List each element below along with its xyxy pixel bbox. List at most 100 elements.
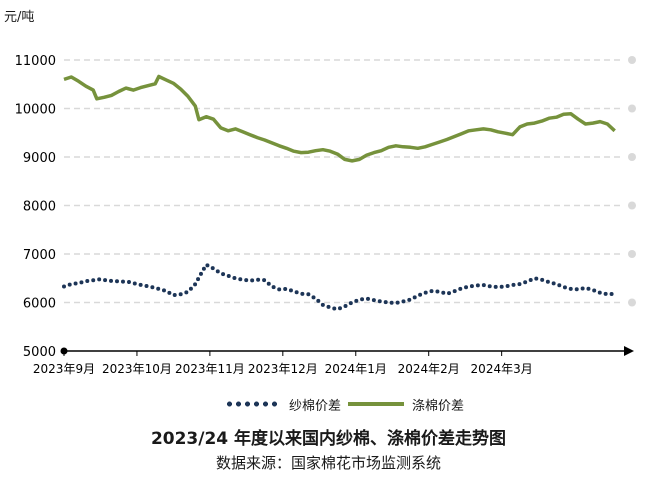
data-point-yarn-cotton — [592, 289, 594, 291]
data-point-polyester-cotton — [388, 146, 390, 148]
data-point-yarn-cotton — [417, 295, 419, 297]
data-point-yarn-cotton — [114, 280, 116, 282]
data-point-polyester-cotton — [482, 128, 484, 130]
data-point-yarn-cotton — [373, 299, 375, 301]
data-point-yarn-cotton — [344, 305, 346, 307]
data-point-yarn-cotton — [329, 306, 331, 308]
data-point-polyester-cotton — [194, 105, 196, 107]
data-point-polyester-cotton — [585, 123, 587, 125]
data-point-yarn-cotton — [307, 293, 309, 295]
data-point-yarn-cotton — [424, 292, 426, 294]
data-point-yarn-cotton — [563, 286, 565, 288]
data-point-polyester-cotton — [395, 145, 397, 147]
data-point-polyester-cotton — [165, 79, 167, 81]
chart-source: 数据来源：国家棉花市场监测系统 — [215, 454, 441, 472]
data-point-yarn-cotton — [220, 272, 222, 274]
data-point-polyester-cotton — [187, 95, 189, 97]
data-point-yarn-cotton — [548, 281, 550, 283]
data-point-yarn-cotton — [439, 291, 441, 293]
data-point-polyester-cotton — [614, 130, 616, 132]
data-point-polyester-cotton — [315, 150, 317, 152]
data-point-polyester-cotton — [132, 89, 134, 91]
data-point-yarn-cotton — [555, 283, 557, 285]
series-line-polyester-cotton — [63, 74, 616, 163]
data-point-polyester-cotton — [172, 82, 174, 84]
data-point-polyester-cotton — [147, 85, 149, 87]
legend-swatch-dotted-icon — [225, 399, 281, 409]
data-point-polyester-cotton — [380, 150, 382, 152]
legend-label-polyester-cotton: 涤棉价差 — [412, 398, 465, 414]
x-tick-label: 2024年1月 — [325, 362, 387, 376]
data-point-yarn-cotton — [121, 281, 123, 283]
data-point-polyester-cotton — [417, 147, 419, 149]
data-point-polyester-cotton — [570, 113, 572, 115]
data-point-yarn-cotton — [606, 293, 608, 295]
data-point-polyester-cotton — [555, 116, 557, 118]
data-point-polyester-cotton — [227, 130, 229, 132]
data-point-polyester-cotton — [264, 139, 266, 141]
data-point-polyester-cotton — [154, 83, 156, 85]
data-point-yarn-cotton — [129, 281, 131, 283]
x-tick-label: 2023年12月 — [248, 362, 318, 376]
data-point-yarn-cotton — [242, 279, 244, 281]
data-point-polyester-cotton — [213, 118, 215, 120]
data-point-polyester-cotton — [198, 119, 200, 121]
data-point-polyester-cotton — [424, 146, 426, 148]
data-point-yarn-cotton — [172, 294, 174, 296]
data-point-yarn-cotton — [205, 264, 207, 266]
legend-item-polyester-cotton: 涤棉价差 — [348, 392, 464, 416]
data-point-polyester-cotton — [402, 146, 404, 148]
legend-item-yarn-cotton: 纱棉价差 — [225, 392, 341, 416]
data-point-polyester-cotton — [337, 153, 339, 155]
data-point-yarn-cotton — [136, 283, 138, 285]
data-point-yarn-cotton — [213, 268, 215, 270]
data-point-polyester-cotton — [519, 126, 521, 128]
data-point-yarn-cotton — [180, 293, 182, 295]
data-point-yarn-cotton — [534, 277, 536, 279]
data-point-yarn-cotton — [187, 291, 189, 293]
data-point-polyester-cotton — [548, 117, 550, 119]
data-point-yarn-cotton — [402, 301, 404, 303]
data-point-yarn-cotton — [151, 286, 153, 288]
data-point-polyester-cotton — [103, 96, 105, 98]
data-point-polyester-cotton — [431, 143, 433, 145]
data-point-polyester-cotton — [307, 151, 309, 153]
data-point-yarn-cotton — [107, 280, 109, 282]
data-point-yarn-cotton — [519, 283, 521, 285]
data-point-yarn-cotton — [278, 288, 280, 290]
data-point-polyester-cotton — [92, 89, 94, 91]
data-point-polyester-cotton — [461, 133, 463, 135]
grid-end-dot — [628, 104, 636, 113]
data-point-polyester-cotton — [110, 94, 112, 96]
grid-end-dot — [628, 201, 636, 210]
data-point-yarn-cotton — [63, 286, 65, 288]
data-point-yarn-cotton — [541, 279, 543, 281]
data-point-yarn-cotton — [92, 279, 94, 281]
data-point-yarn-cotton — [293, 290, 295, 292]
data-point-yarn-cotton — [315, 298, 317, 300]
data-point-polyester-cotton — [366, 154, 368, 156]
data-point-yarn-cotton — [249, 280, 251, 282]
data-point-polyester-cotton — [205, 116, 207, 118]
data-point-polyester-cotton — [286, 147, 288, 149]
data-point-polyester-cotton — [446, 139, 448, 141]
chart-title: 2023/24 年度以来国内纱棉、涤棉价差走势图 — [150, 429, 507, 449]
data-point-polyester-cotton — [234, 128, 236, 130]
data-point-polyester-cotton — [271, 142, 273, 144]
data-point-polyester-cotton — [78, 80, 80, 82]
data-point-yarn-cotton — [286, 288, 288, 290]
y-tick-label: 5000 — [23, 345, 56, 360]
data-point-polyester-cotton — [242, 131, 244, 133]
data-point-yarn-cotton — [461, 287, 463, 289]
data-point-yarn-cotton — [300, 293, 302, 295]
data-point-yarn-cotton — [351, 302, 353, 304]
data-point-polyester-cotton — [329, 150, 331, 152]
data-point-yarn-cotton — [388, 302, 390, 304]
data-point-polyester-cotton — [70, 76, 72, 78]
grid-end-dot — [628, 153, 636, 161]
data-point-polyester-cotton — [293, 150, 295, 152]
data-point-polyester-cotton — [140, 87, 142, 89]
grid-end-dot — [628, 56, 636, 64]
chart: 11000 10000 9000 8000 7000 6000 5000 2023年9月 202… — [15, 54, 636, 376]
data-point-yarn-cotton — [143, 285, 145, 287]
